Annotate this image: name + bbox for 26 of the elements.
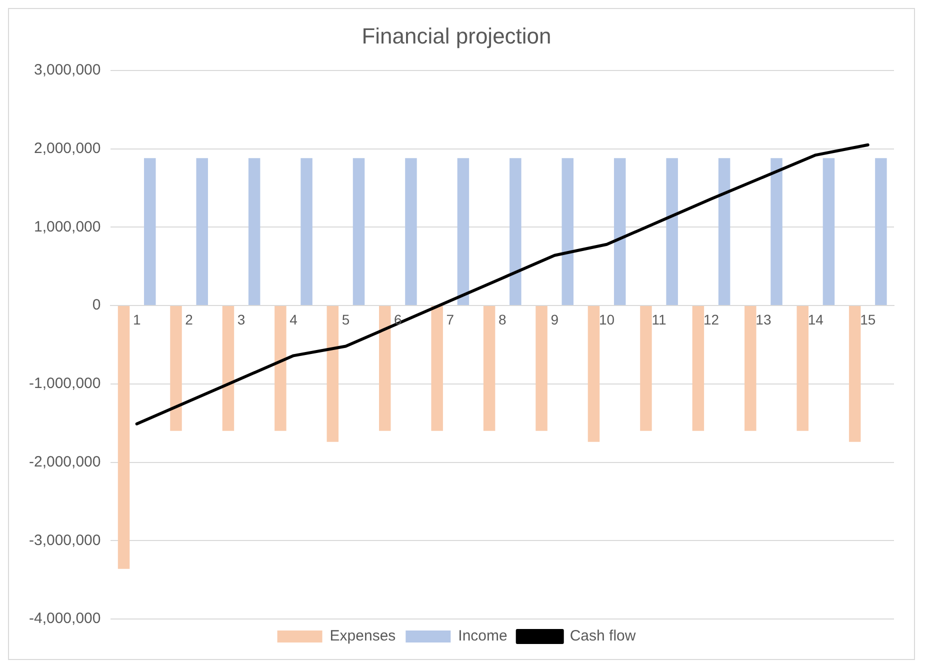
x-tick-label: 1 [132,311,141,328]
y-tick-label: 1,000,000 [34,218,101,236]
x-tick-label: 13 [756,311,772,328]
y-tick-label: -2,000,000 [28,453,101,470]
x-tick-label: 11 [652,311,666,328]
x-tick-label: 7 [446,311,454,328]
x-tick-label: 12 [703,311,720,328]
x-tick-label: 15 [860,311,876,328]
y-tick-label: 0 [92,296,101,314]
y-tick-label: -4,000,000 [28,610,101,628]
x-tick-label: 5 [342,311,350,328]
x-tick-label: 4 [290,311,298,328]
y-tick-label: -1,000,000 [28,375,101,392]
legend-label: Income [458,628,508,645]
x-tick-label: 9 [550,311,559,328]
x-tick-label: 2 [185,311,194,328]
x-tick-label: 8 [498,311,506,328]
legend-label: Expenses [330,628,396,645]
x-tick-label: 3 [237,311,246,328]
x-tick-label: 14 [808,311,824,328]
y-tick-label: 3,000,000 [34,62,101,79]
y-tick-label: 2,000,000 [34,140,101,157]
legend-label: Cash flow [570,628,636,645]
chart-title: Financial projection [362,23,552,48]
x-tick-label: 10 [599,311,615,328]
y-tick-label: -3,000,000 [28,532,101,549]
